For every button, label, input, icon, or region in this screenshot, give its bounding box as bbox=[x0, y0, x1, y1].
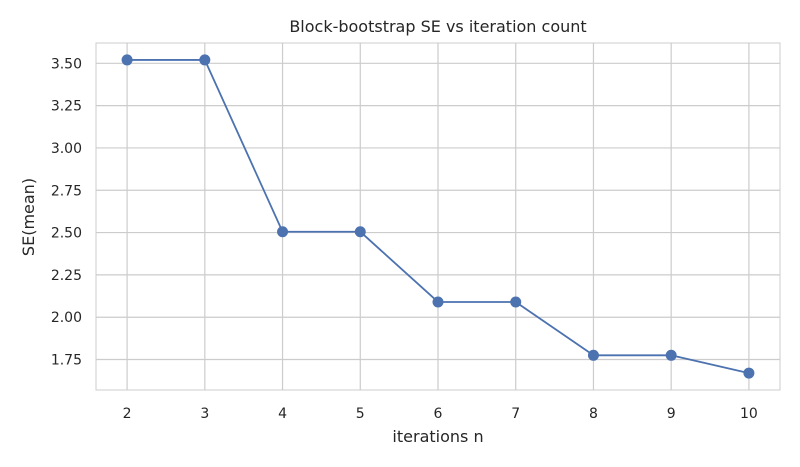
y-axis-label: SE(mean) bbox=[19, 178, 38, 256]
data-point bbox=[743, 367, 755, 379]
data-point bbox=[432, 296, 444, 308]
x-axis-label: iterations n bbox=[392, 427, 483, 446]
y-tick-label: 2.00 bbox=[51, 310, 82, 326]
y-tick-label: 2.25 bbox=[51, 268, 82, 284]
y-tick-label: 3.00 bbox=[51, 141, 82, 157]
data-point bbox=[121, 54, 133, 66]
x-tick-label: 5 bbox=[356, 406, 365, 422]
tick-labels: 2 3 4 5 6 7 8 9 10 1.75 2.00 2.25 2.50 2.75 3.00 3.25 3.… bbox=[51, 56, 758, 422]
grid bbox=[96, 43, 780, 390]
x-tick-label: 2 bbox=[123, 406, 132, 422]
chart-title: Block-bootstrap SE vs iteration count bbox=[289, 17, 586, 36]
x-tick-label: 10 bbox=[740, 406, 758, 422]
y-tick-label: 2.75 bbox=[51, 183, 82, 199]
y-tick-label: 3.25 bbox=[51, 99, 82, 115]
x-tick-label: 8 bbox=[589, 406, 598, 422]
x-tick-label: 3 bbox=[200, 406, 209, 422]
data-point bbox=[510, 296, 522, 308]
data-point bbox=[587, 349, 599, 361]
data-point bbox=[354, 226, 366, 238]
y-tick-label: 1.75 bbox=[51, 353, 82, 369]
data-point bbox=[665, 349, 677, 361]
x-tick-label: 9 bbox=[667, 406, 676, 422]
x-tick-label: 6 bbox=[434, 406, 443, 422]
series-layer bbox=[121, 54, 755, 379]
data-point bbox=[277, 226, 289, 238]
x-tick-label: 4 bbox=[278, 406, 287, 422]
plot-frame bbox=[95, 42, 781, 391]
x-tick-label: 7 bbox=[511, 406, 520, 422]
data-point bbox=[199, 54, 211, 66]
y-tick-label: 3.50 bbox=[51, 56, 82, 72]
y-tick-label: 2.50 bbox=[51, 226, 82, 242]
